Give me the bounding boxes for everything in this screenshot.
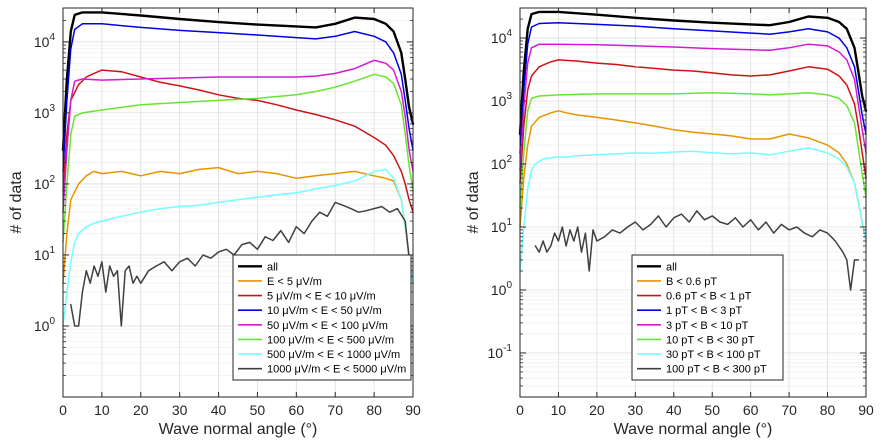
legend-entry-label: B < 0.6 pT — [666, 276, 717, 288]
x-axis-label: Wave normal angle (°) — [159, 421, 318, 438]
x-tick-label: 0 — [516, 402, 524, 418]
series-line-10-pt-b-30-pt — [519, 92, 867, 209]
legend: all B < 0.6 pT 0.6 pT < B < 1 pT 1 pT < B <… — [631, 254, 784, 381]
series-line-500-v-m-e-1000-v-m — [62, 168, 414, 327]
y-tick-label: 100 — [34, 316, 56, 334]
legend-box — [631, 254, 784, 381]
x-tick-label: 50 — [250, 402, 266, 418]
legend-entry-label: 50 μV/m < E < 100 μV/m — [267, 320, 388, 332]
x-tick-label: 80 — [366, 402, 382, 418]
legend-entry-label: 100 pT < B < 300 pT — [666, 364, 767, 376]
y-tick-label: 103 — [34, 103, 56, 121]
series-line-100-v-m-e-500-v-m — [62, 73, 414, 244]
legend: all E < 5 μV/m 5 μV/m < E < 10 μV/m 10 μV/m… — [232, 254, 412, 381]
legend-entry-label: 30 pT < B < 100 pT — [666, 349, 761, 361]
y-tick-label: 10-1 — [488, 343, 513, 361]
axes-box — [62, 7, 414, 398]
legend-entry-label: 1000 μV/m < E < 5000 μV/m — [267, 364, 406, 376]
x-tick-label: 40 — [666, 402, 682, 418]
y-axis-label: # of data — [8, 171, 25, 233]
legend-entry-label: 10 μV/m < E < 50 μV/m — [267, 305, 382, 317]
legend-entry-label: 100 μV/m < E < 500 μV/m — [267, 334, 394, 346]
x-tick-label: 50 — [704, 402, 720, 418]
series-line-10-v-m-e-50-v-m — [62, 23, 414, 173]
x-tick-label: 20 — [133, 402, 149, 418]
x-tick-label: 30 — [172, 402, 188, 418]
series-line-3-pt-b-10-pt — [519, 43, 867, 171]
y-tick-label: 100 — [491, 280, 513, 298]
series-line-50-v-m-e-100-v-m — [62, 59, 414, 213]
legend-entry-label: 1 pT < B < 3 pT — [666, 305, 743, 317]
x-tick-label: 60 — [743, 402, 759, 418]
y-tick-label: 101 — [34, 245, 56, 263]
x-axis: 0 10 20 30 40 50 60 70 80 90 — [59, 8, 421, 418]
series-line-30-pt-b-100-pt — [519, 147, 867, 272]
axes-box — [519, 7, 867, 398]
series-group — [61, 11, 415, 327]
series-line-all — [61, 11, 415, 152]
x-tick-label: 10 — [94, 402, 110, 418]
legend-entry-label: all — [267, 261, 278, 273]
legend-entry-label: 0.6 pT < B < 1 pT — [666, 291, 752, 303]
y-tick-label: 103 — [491, 91, 513, 109]
legend-entry-label: 5 μV/m < E < 10 μV/m — [267, 291, 376, 303]
x-tick-label: 0 — [59, 402, 67, 418]
x-tick-label: 80 — [820, 402, 836, 418]
legend-entry-label: 3 pT < B < 10 pT — [666, 320, 749, 332]
legend-box — [232, 254, 412, 381]
y-tick-label: 101 — [491, 217, 513, 235]
x-tick-label: 70 — [327, 402, 343, 418]
left-chart-panel: 0 10 20 30 40 50 60 70 80 90 Wave normal angle (°)… — [8, 7, 421, 438]
x-axis-label: Wave normal angle (°) — [614, 421, 773, 438]
x-tick-label: 90 — [858, 402, 874, 418]
legend-entry-label: E < 5 μV/m — [267, 276, 322, 288]
legend-entry-label: all — [666, 261, 677, 273]
y-tick-label: 102 — [491, 154, 513, 172]
series-line-e-5-v-m — [62, 166, 414, 284]
legend-entry-label: 500 μV/m < E < 1000 μV/m — [267, 349, 400, 361]
x-axis: 0 10 20 30 40 50 60 70 80 90 — [516, 8, 874, 418]
y-axis-label: # of data — [465, 171, 482, 233]
legend-entry-label: 10 pT < B < 30 pT — [666, 334, 755, 346]
series-line-1000-v-m-e-5000-v-m — [70, 201, 410, 327]
x-tick-label: 90 — [405, 402, 421, 418]
series-line-5-v-m-e-10-v-m — [62, 69, 414, 213]
x-tick-label: 40 — [211, 402, 227, 418]
x-tick-label: 70 — [781, 402, 797, 418]
x-tick-label: 10 — [551, 402, 567, 418]
series-line-1-pt-b-3-pt — [519, 21, 867, 154]
x-tick-label: 30 — [628, 402, 644, 418]
series-line-b-0-6-pt — [519, 110, 867, 242]
series-line-100-pt-b-300-pt — [534, 210, 860, 291]
series-line-0-6-pt-b-1-pt — [519, 59, 867, 184]
right-chart-panel: 0 10 20 30 40 50 60 70 80 90 Wave normal angle (°)… — [465, 7, 874, 438]
y-axis: 10-1 100 101 102 103 104 — [488, 18, 866, 387]
y-tick-label: 104 — [34, 32, 56, 50]
x-tick-label: 20 — [589, 402, 605, 418]
y-tick-label: 104 — [491, 28, 513, 46]
series-group — [518, 10, 868, 291]
x-tick-label: 60 — [289, 402, 305, 418]
series-line-all — [518, 10, 868, 136]
y-tick-label: 102 — [34, 174, 56, 192]
